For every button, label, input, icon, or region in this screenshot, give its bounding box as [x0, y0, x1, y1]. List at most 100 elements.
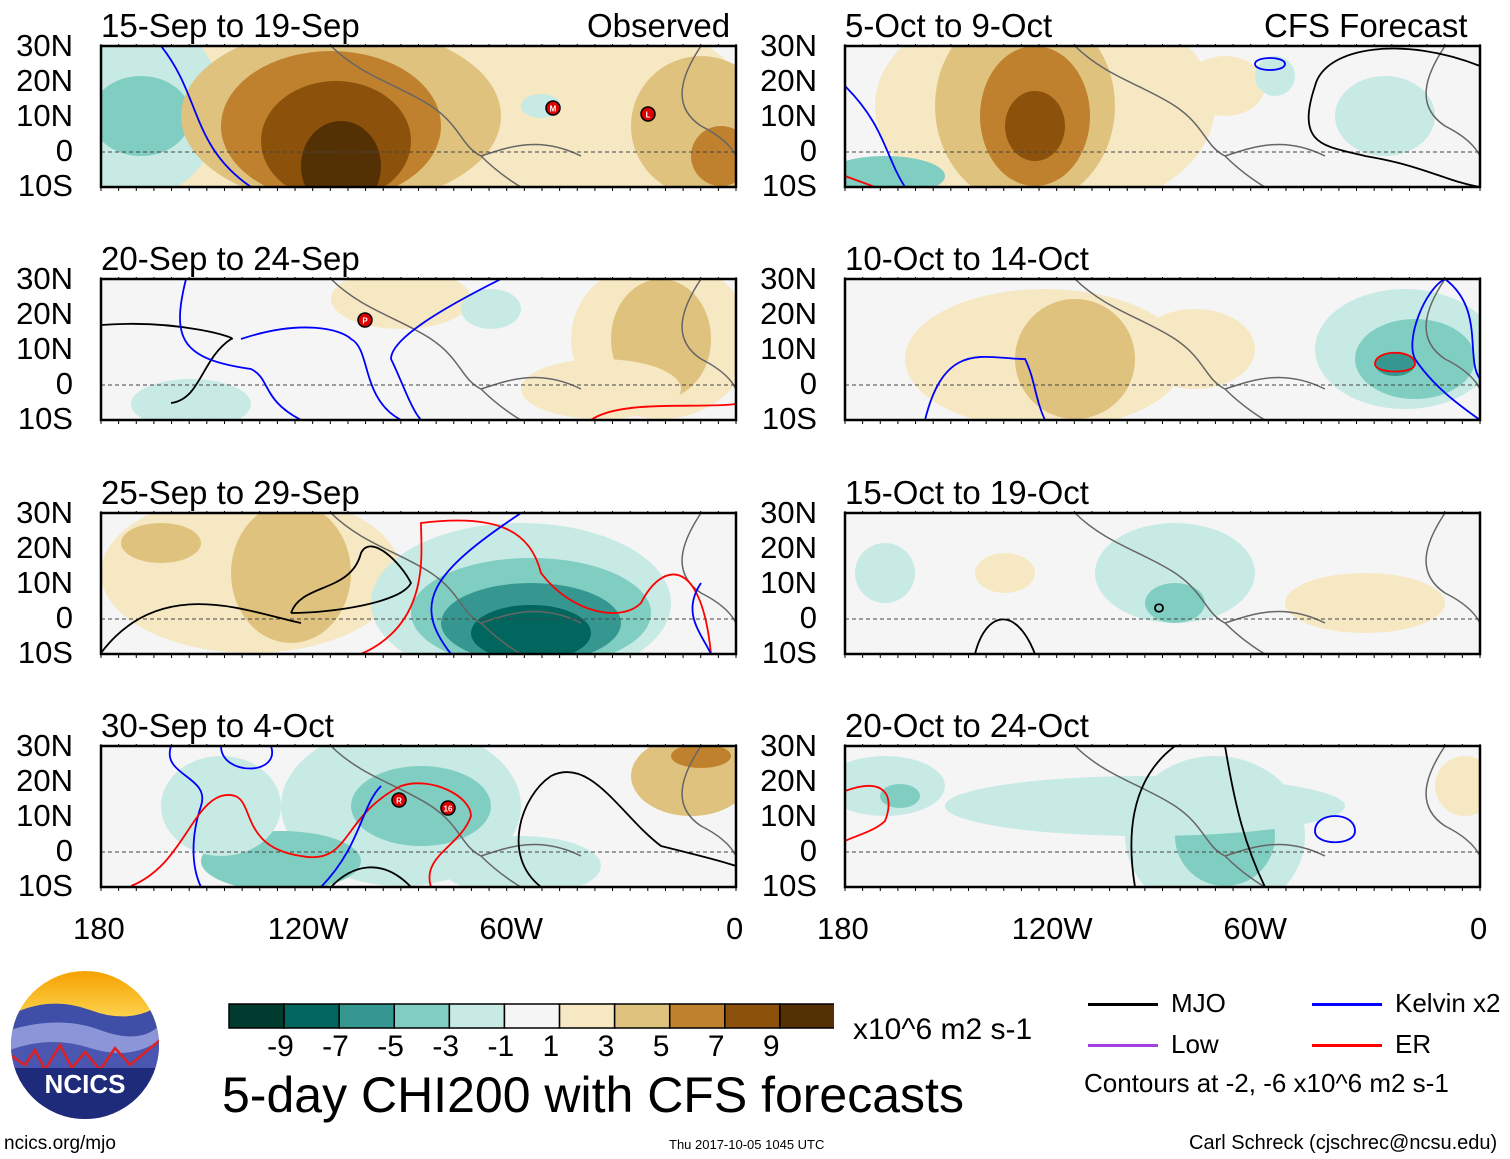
anomaly-region [351, 766, 491, 846]
observed-header: Observed [587, 7, 731, 44]
coastline [330, 46, 582, 187]
contour-line [330, 866, 412, 887]
colorbar-swatch [393, 1003, 451, 1029]
lat-label: 10N [16, 798, 73, 833]
contour-line [160, 46, 252, 187]
coastline [1425, 513, 1480, 624]
colorbar-tick: -3 [432, 1030, 460, 1063]
colorbar-swatch [613, 1003, 671, 1029]
contour-note: Contours at -2, -6 x10^6 m2 s-1 [1084, 1068, 1449, 1098]
storm-marker: L [640, 106, 656, 122]
legend-label: ER [1395, 1029, 1432, 1059]
anomaly-region [1135, 309, 1255, 389]
contour-line [430, 513, 522, 654]
contour-line [390, 279, 502, 420]
lat-label: 10N [16, 565, 73, 600]
lat-label: 10S [761, 868, 817, 903]
colorbar-tick: -9 [267, 1030, 294, 1063]
lat-label: 10S [17, 168, 73, 203]
lon-label: 0 [726, 911, 744, 946]
colorbar-tick: -5 [377, 1030, 404, 1063]
lat-label: 30N [760, 495, 817, 530]
coastline [681, 746, 736, 857]
lon-label: 60W [479, 911, 544, 946]
lon-label: 180 [817, 911, 869, 946]
coastline [330, 279, 582, 420]
lat-label: 20N [16, 63, 73, 98]
contour-line [130, 782, 472, 887]
lat-label: 10S [761, 401, 817, 436]
contour-line [360, 519, 712, 654]
lat-label: 30N [16, 728, 73, 763]
colorbar-swatch [503, 1003, 561, 1029]
colorbar-swatch [283, 1003, 340, 1029]
map-panel: R 16 [99, 744, 738, 891]
panel-title: 30-Sep to 4-Oct [101, 707, 334, 744]
lat-label: 20N [760, 530, 817, 565]
lat-label: 0 [55, 133, 73, 168]
colorbar-tick: 5 [652, 1030, 670, 1063]
contour-line [1154, 603, 1164, 613]
coastline [1074, 279, 1326, 420]
anomaly-region [301, 121, 381, 187]
colorbar-swatch [558, 1003, 616, 1029]
anomaly-region [121, 523, 201, 563]
coastline [1425, 279, 1480, 390]
colorbar-swatch [668, 1003, 726, 1029]
colorbar-swatch [779, 1003, 834, 1029]
contour-line [320, 785, 382, 887]
anomaly-region [855, 543, 915, 603]
site-url[interactable]: ncics.org/mjo [4, 1133, 116, 1154]
contour-line [691, 582, 712, 654]
svg-text:16: 16 [444, 805, 453, 814]
contour-line [1224, 746, 1266, 887]
forecast-header: CFS Forecast [1264, 7, 1468, 44]
lat-label: 0 [799, 366, 817, 401]
coastline [330, 746, 582, 887]
colorbar [228, 1003, 834, 1029]
colorbar-tick: 9 [762, 1030, 780, 1063]
colorbar-tick: -7 [322, 1030, 349, 1063]
lat-label: 0 [55, 833, 73, 868]
contour-line [1374, 351, 1416, 373]
coastline [330, 513, 582, 654]
lat-label: 30N [16, 495, 73, 530]
map-panel [843, 744, 1482, 891]
legend-line [1312, 1044, 1382, 1047]
lat-label: 20N [760, 763, 817, 798]
contour-line [1130, 746, 1176, 887]
lat-label: 0 [799, 600, 817, 635]
lat-label: 10N [760, 565, 817, 600]
anomaly-region [845, 156, 945, 187]
coastline [1074, 46, 1326, 187]
anomaly-region [1185, 56, 1265, 116]
lat-label: 30N [16, 28, 73, 63]
storm-marker: 16 [440, 800, 456, 816]
contour-line [845, 785, 890, 842]
anomaly-region [1145, 583, 1205, 623]
coastline [681, 46, 736, 157]
lat-label: 30N [16, 261, 73, 296]
storm-marker: R [391, 792, 407, 808]
lat-label: 0 [55, 366, 73, 401]
map-panel [843, 277, 1482, 424]
lat-label: 10N [16, 98, 73, 133]
panel-title: 5-Oct to 9-Oct [845, 7, 1053, 44]
lon-label: 120W [1011, 911, 1093, 946]
legend-label: Kelvin x2 [1395, 988, 1501, 1018]
anomaly-region [1285, 573, 1445, 633]
colorbar-tick: 7 [707, 1030, 725, 1063]
lat-label: 10S [17, 401, 73, 436]
lat-label: 10N [760, 98, 817, 133]
lat-label: 20N [760, 296, 817, 331]
contour-line [240, 326, 402, 420]
contour-line [179, 279, 302, 420]
lat-label: 20N [16, 763, 73, 798]
lat-label: 0 [55, 600, 73, 635]
contour-line [924, 355, 1046, 420]
lon-label: 0 [1470, 911, 1488, 946]
anomaly-region [231, 513, 351, 643]
colorbar-swatch [448, 1003, 506, 1029]
lat-label: 20N [16, 530, 73, 565]
